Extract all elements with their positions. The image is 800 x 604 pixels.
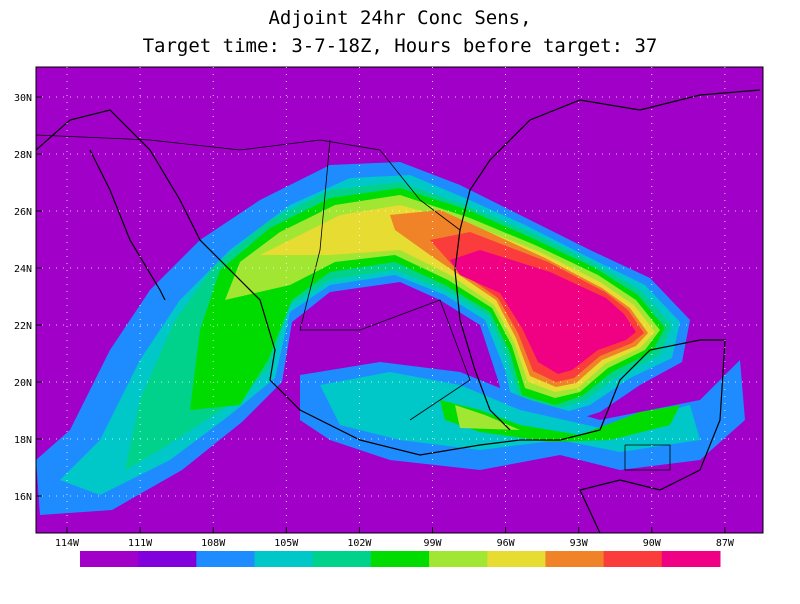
lon-label: 96W (497, 538, 516, 549)
colorbar-swatch (370, 551, 430, 567)
lon-label: 90W (643, 538, 662, 549)
lat-label: 18N (14, 435, 32, 446)
lat-label: 28N (14, 150, 32, 161)
colorbar-swatch (80, 551, 139, 567)
border (299, 139, 471, 421)
colorbar-swatch (487, 551, 546, 567)
lat-label: 26N (14, 207, 32, 218)
colorbar (80, 551, 721, 567)
lon-label: 114W (55, 538, 80, 549)
lat-label: 20N (14, 378, 32, 389)
colorbar-swatch (545, 551, 605, 567)
lon-label: 93W (570, 538, 589, 549)
coastline (36, 109, 726, 533)
title-line: Target time: 3-7-18Z, Hours before targe… (143, 35, 658, 57)
map-area (36, 67, 763, 533)
lat-label: 22N (14, 321, 32, 332)
coastline (454, 89, 761, 431)
lon-label: 99W (423, 538, 442, 549)
lon-label: 87W (716, 538, 735, 549)
lon-label: 108W (201, 538, 226, 549)
colorbar-swatch (661, 551, 721, 567)
lat-label: 16N (14, 492, 32, 503)
plume-band (450, 250, 636, 374)
colorbar-swatch (429, 551, 488, 567)
border (36, 134, 461, 231)
strip-band (440, 400, 680, 442)
lon-label: 105W (274, 538, 299, 549)
colorbar-swatch (603, 551, 663, 567)
lat-label: 24N (14, 264, 32, 275)
border (624, 444, 671, 471)
map-frame (35, 66, 764, 534)
colorbar-swatch (196, 551, 256, 567)
colorbar-swatch (312, 551, 372, 567)
lon-label: 102W (347, 538, 372, 549)
lat-label: 30N (14, 93, 32, 104)
lon-label: 111W (128, 538, 153, 549)
coastline (89, 149, 166, 301)
title-line: Adjoint 24hr Conc Sens, (268, 7, 531, 29)
colorbar-swatch (254, 551, 314, 567)
colorbar-swatch (138, 551, 197, 567)
